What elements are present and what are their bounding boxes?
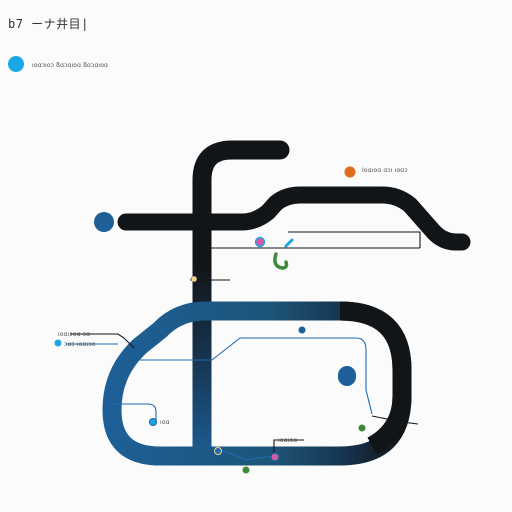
stations [54, 166, 366, 474]
route-loop [102, 301, 412, 466]
station-green-bottom[interactable] [242, 466, 250, 474]
station-cyan-tick [284, 238, 294, 248]
route-trunk [192, 200, 212, 462]
connector-inner-loop [140, 337, 373, 415]
connector-bottom [209, 445, 273, 461]
station-left-spur[interactable] [149, 418, 157, 426]
labels: Ιoɑıoɑ ɑɔı ıoɑɔ ıoɑıɔoɑ ɔɑ ɔɑɔ ıoɑıɔo ıo… [58, 167, 408, 444]
connector-bottom-label [273, 439, 304, 456]
route-dark-horizontal [117, 186, 471, 251]
route-dark-top [192, 140, 290, 232]
station-loop-center[interactable] [338, 366, 356, 386]
station-left-cyan[interactable] [54, 339, 62, 347]
label-bottom-center: ıoɑıoɑ [278, 437, 297, 444]
station-green-hook[interactable] [273, 252, 289, 270]
label-left-upper: ıoɑıɔoɑ ɔɑ [58, 331, 90, 338]
station-yellow[interactable] [190, 275, 198, 283]
station-pink-bottom[interactable] [270, 452, 280, 462]
connector-top-box [288, 231, 421, 248]
page-title: b7 ーナ井目| [8, 17, 89, 31]
connector-left-label [70, 333, 135, 349]
legend-label: ıoɑɔıoɔ ßɑɔɑıoɑ ßɑɔɑıoɑ [32, 62, 108, 69]
legend-dot-icon [8, 56, 24, 72]
label-top-right: Ιoɑıoɑ ɑɔı ıoɑɔ [362, 167, 408, 174]
station-blue-small[interactable] [298, 326, 306, 334]
connector-left-spur [108, 403, 157, 422]
header: b7 ーナ井目| ıoɑɔıoɔ ßɑɔɑıoɑ ßɑɔɑıoɑ [8, 17, 108, 72]
station-green-right[interactable] [358, 424, 366, 432]
thin-connectors [66, 231, 421, 461]
station-bottom-left[interactable] [214, 447, 222, 455]
station-left-terminal[interactable] [94, 212, 114, 232]
route-loop-right-edge [339, 301, 412, 455]
label-left-lower: ɔɑɔ ıoɑıɔo [64, 341, 96, 348]
label-small-mid: ıoɑ [160, 419, 170, 426]
connector-right-stub [371, 415, 419, 425]
station-pink-top[interactable] [254, 236, 266, 248]
station-orange[interactable] [344, 166, 356, 178]
